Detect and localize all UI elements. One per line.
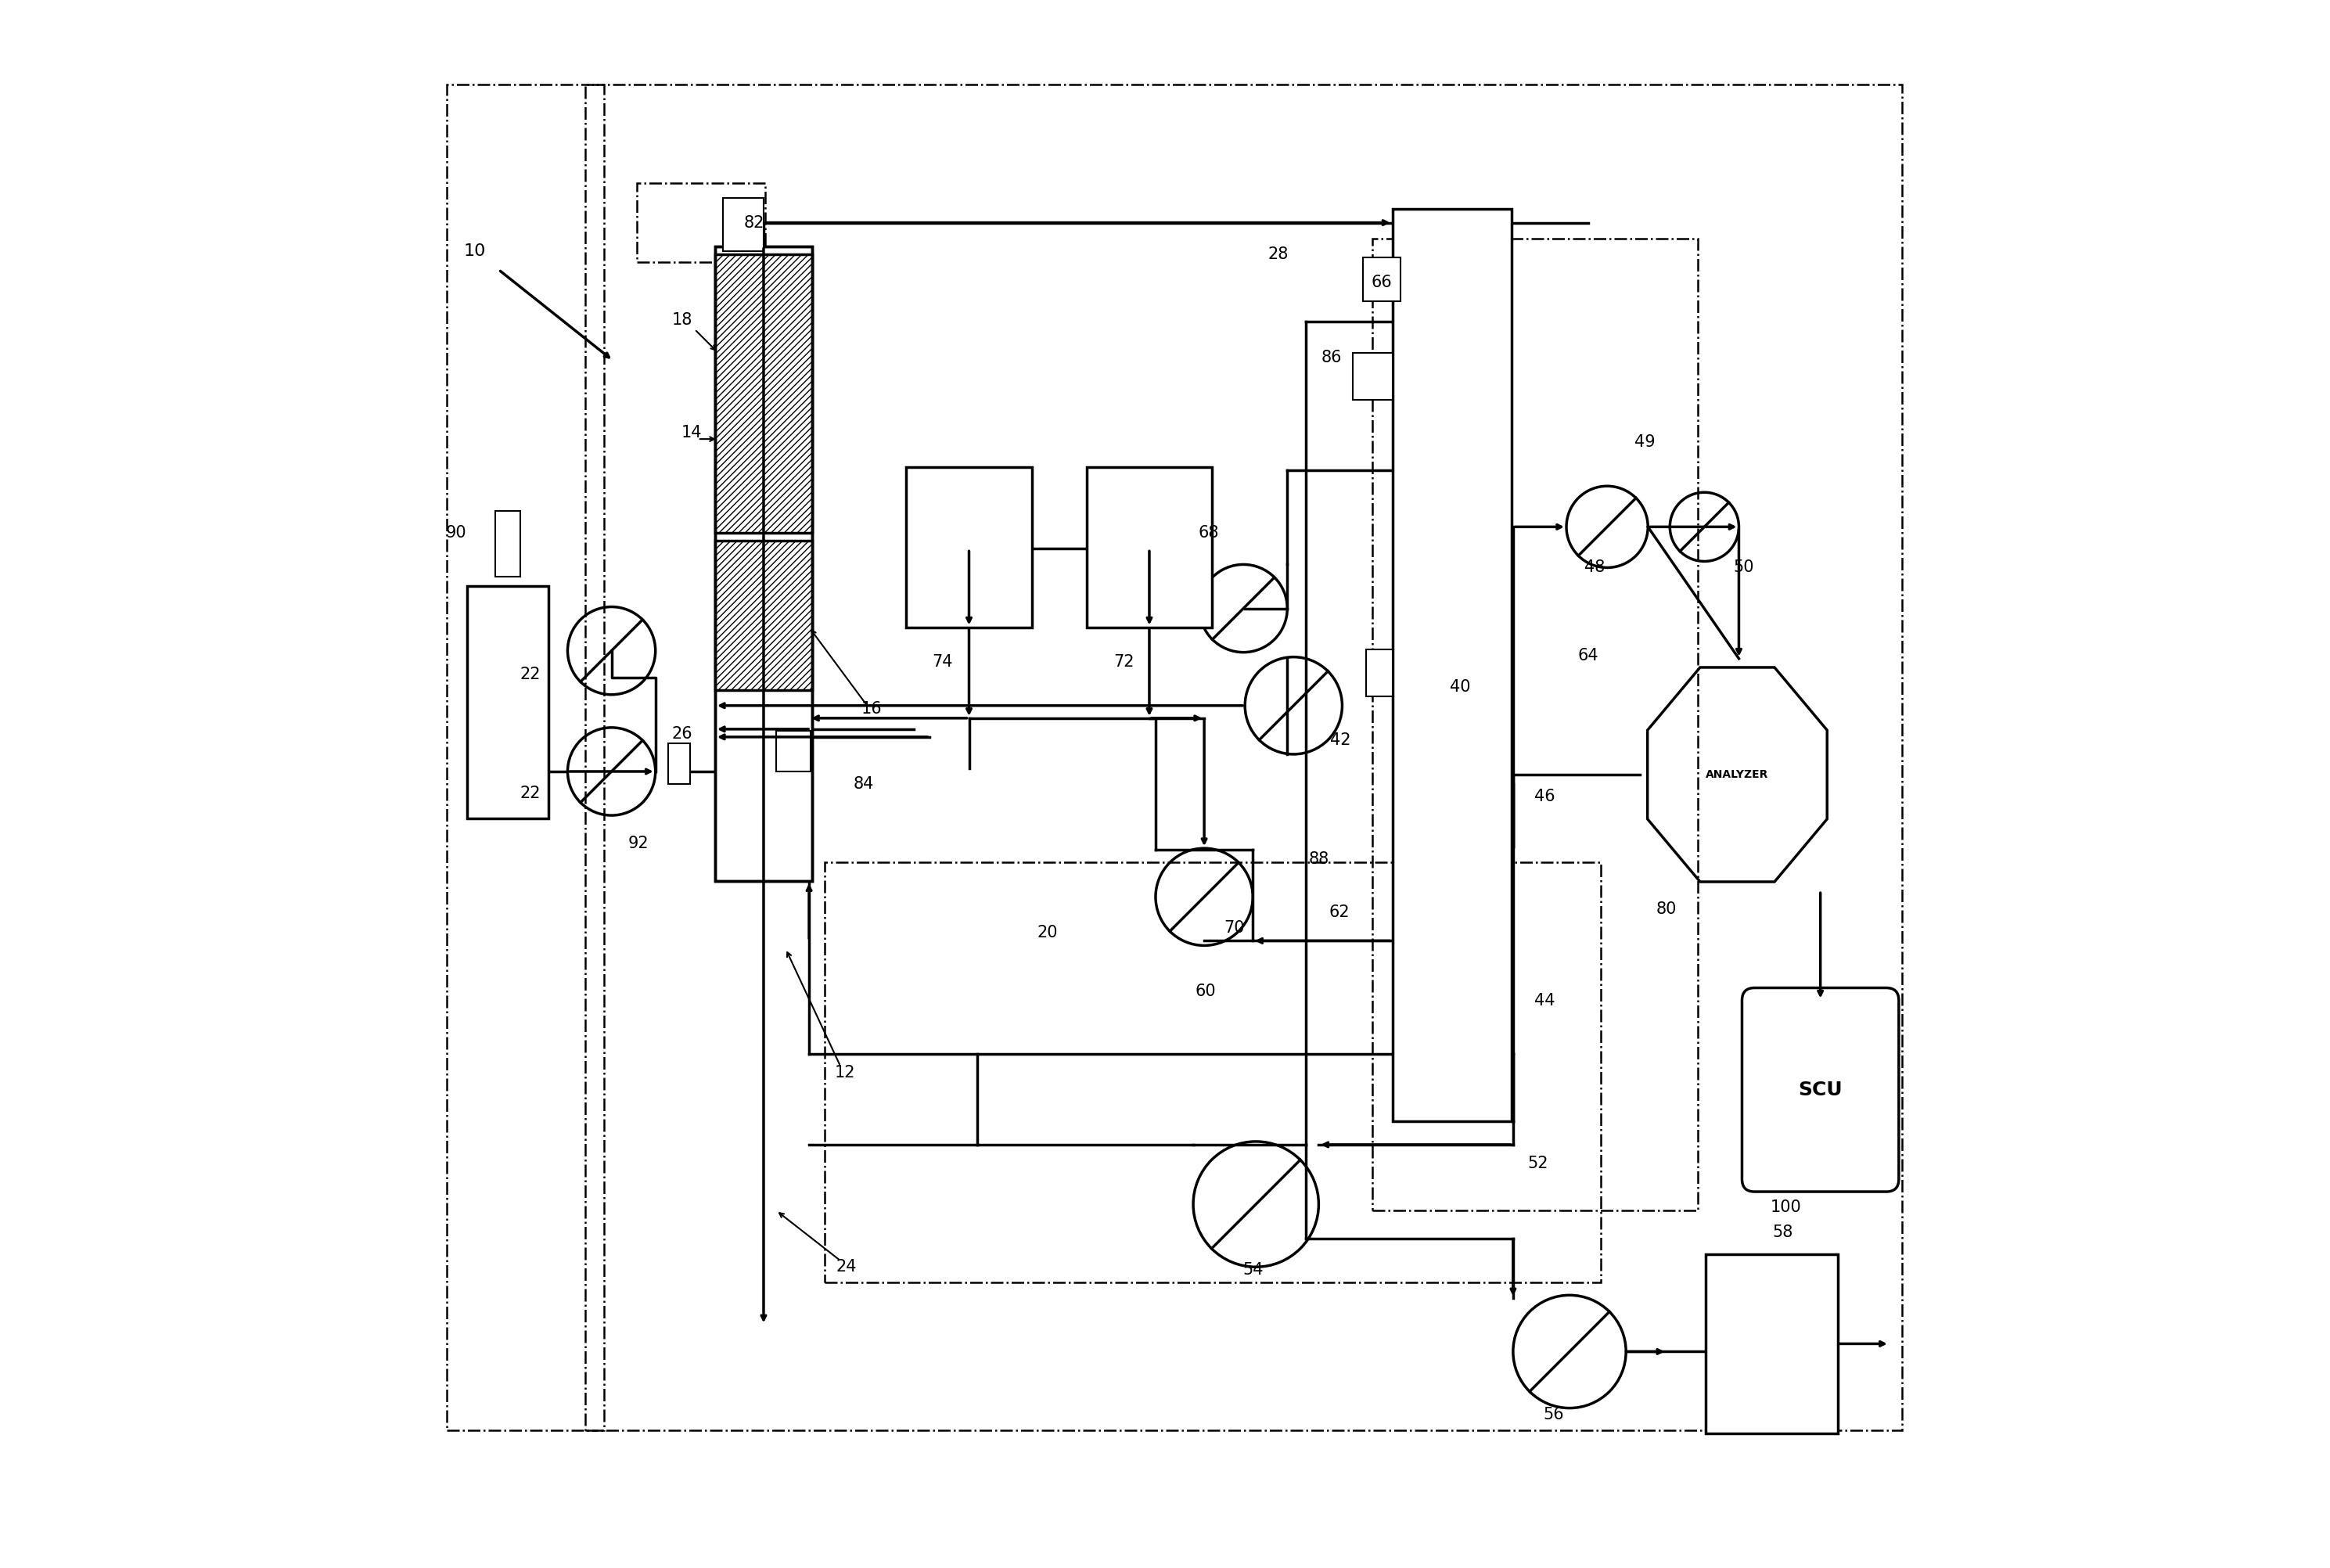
Text: 100: 100: [1771, 1200, 1801, 1215]
Bar: [715, 254, 813, 533]
Text: 54: 54: [1242, 1262, 1263, 1278]
Text: 20: 20: [1037, 925, 1058, 941]
Text: 56: 56: [1542, 1406, 1563, 1422]
Text: 22: 22: [520, 786, 541, 801]
Bar: [1706, 1254, 1838, 1433]
Bar: [776, 731, 811, 771]
Text: 24: 24: [836, 1259, 857, 1275]
Bar: [585, 85, 1901, 1430]
Text: SCU: SCU: [1799, 1080, 1843, 1099]
Bar: [1372, 238, 1699, 1210]
Text: 10: 10: [464, 243, 487, 259]
Text: 84: 84: [853, 776, 874, 792]
Text: 82: 82: [743, 215, 764, 230]
Text: 80: 80: [1657, 902, 1678, 917]
Text: ANALYZER: ANALYZER: [1706, 770, 1768, 779]
Text: 62: 62: [1328, 905, 1349, 920]
Text: 49: 49: [1633, 434, 1654, 450]
Text: 88: 88: [1309, 851, 1328, 867]
Bar: [447, 85, 603, 1430]
Bar: [715, 246, 813, 881]
Bar: [825, 862, 1601, 1283]
Text: 48: 48: [1584, 560, 1605, 575]
Text: 40: 40: [1449, 679, 1470, 695]
Bar: [1086, 467, 1212, 627]
Bar: [496, 511, 520, 577]
Bar: [906, 467, 1032, 627]
Text: 74: 74: [932, 654, 953, 670]
Text: 18: 18: [671, 312, 692, 328]
Bar: [669, 743, 690, 784]
Text: 92: 92: [627, 836, 648, 851]
Text: 52: 52: [1528, 1156, 1549, 1171]
Bar: [468, 586, 550, 818]
Bar: [1354, 353, 1393, 400]
Text: 16: 16: [862, 701, 883, 717]
Text: 66: 66: [1370, 274, 1391, 290]
Bar: [1393, 209, 1512, 1121]
Text: 44: 44: [1533, 993, 1554, 1008]
Text: 86: 86: [1321, 350, 1342, 365]
Text: 14: 14: [680, 425, 701, 441]
Text: 46: 46: [1533, 789, 1554, 804]
Text: 22: 22: [520, 666, 541, 682]
Bar: [715, 541, 813, 690]
Text: 68: 68: [1198, 525, 1219, 541]
Text: 60: 60: [1195, 983, 1216, 999]
Text: 64: 64: [1577, 648, 1598, 663]
Bar: [1363, 257, 1400, 301]
Text: 70: 70: [1223, 920, 1244, 936]
Text: 72: 72: [1114, 654, 1135, 670]
Text: 26: 26: [671, 726, 692, 742]
Text: 28: 28: [1268, 246, 1288, 262]
Text: 42: 42: [1330, 732, 1351, 748]
Text: 58: 58: [1773, 1225, 1794, 1240]
Bar: [636, 183, 764, 262]
Bar: [722, 198, 764, 251]
Bar: [1365, 649, 1393, 696]
Text: 90: 90: [445, 525, 466, 541]
Text: 12: 12: [834, 1065, 855, 1080]
Bar: [715, 246, 813, 881]
Text: 50: 50: [1734, 560, 1754, 575]
